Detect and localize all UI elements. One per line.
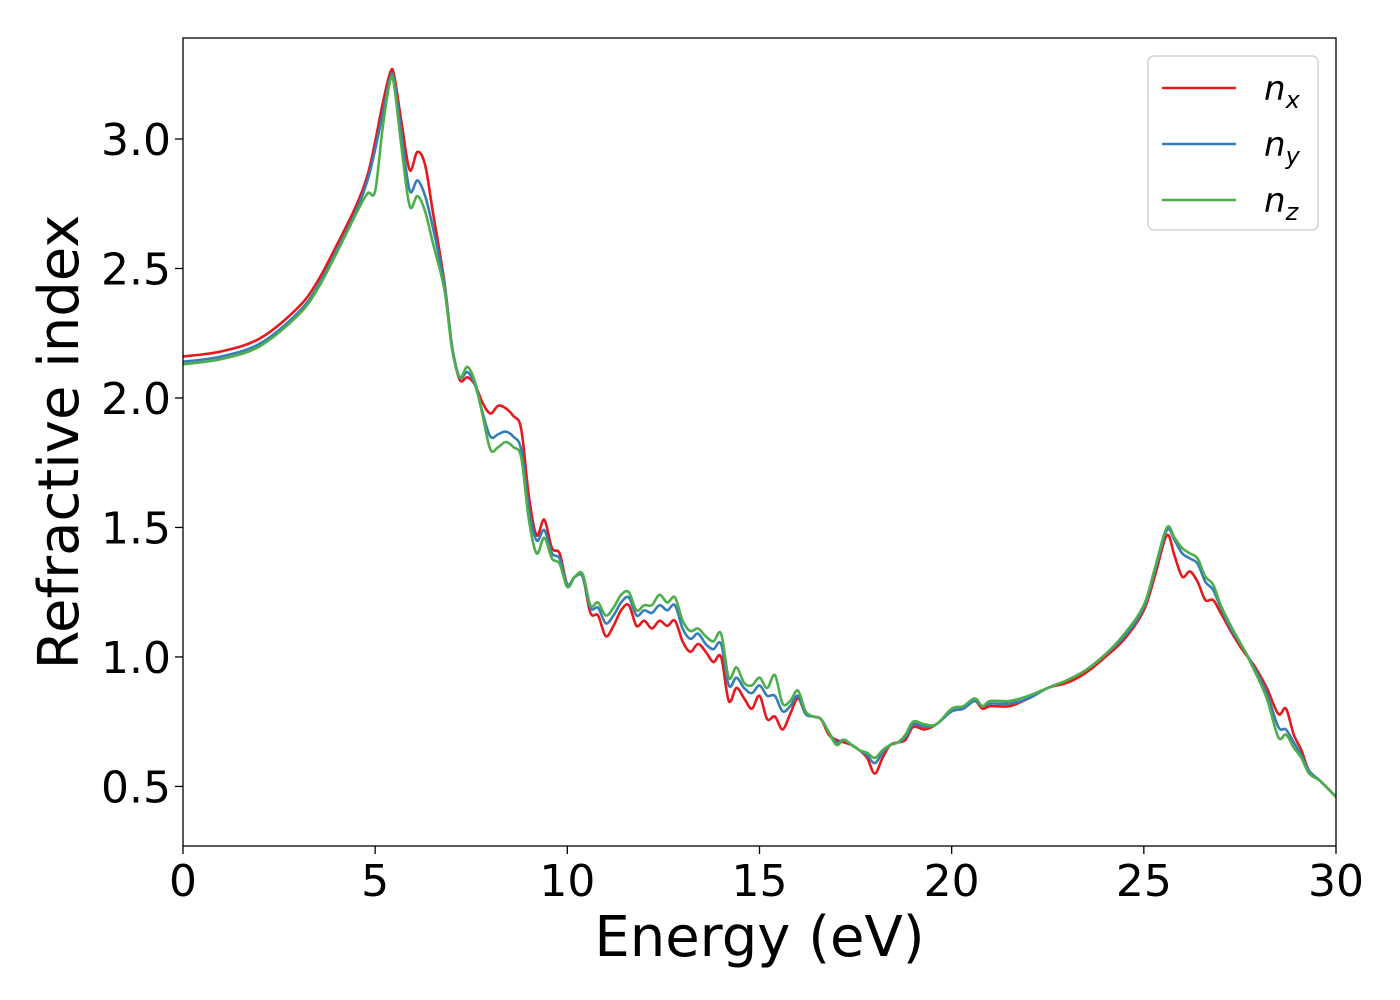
y-tick-label: 3.0 <box>101 115 171 166</box>
x-axis-title: Energy (eV) <box>594 905 924 970</box>
legend-label-base: n <box>1264 69 1286 109</box>
legend-label-nx: nx <box>1264 69 1301 114</box>
y-tick-label: 1.0 <box>101 633 171 684</box>
y-tick-label: 0.5 <box>101 762 171 813</box>
legend-label-nz: nz <box>1264 181 1300 226</box>
legend-label-subscript: z <box>1285 198 1300 226</box>
x-tick-label: 30 <box>1308 856 1364 907</box>
legend-label-base: n <box>1264 125 1286 165</box>
x-tick-label: 25 <box>1116 856 1172 907</box>
legend-label-ny: ny <box>1264 125 1301 170</box>
x-tick-label: 10 <box>539 856 595 907</box>
legend-label-base: n <box>1264 181 1286 221</box>
x-axis-ticks: 0 5 10 15 20 25 30 <box>169 846 1364 907</box>
legend-label-subscript: x <box>1285 86 1301 114</box>
x-tick-label: 15 <box>732 856 788 907</box>
y-tick-label: 1.5 <box>101 503 171 554</box>
y-axis-ticks: 0.5 1.0 1.5 2.0 2.5 3.0 <box>101 115 183 813</box>
y-tick-label: 2.5 <box>101 244 171 295</box>
y-axis-title: Refractive index <box>27 215 92 670</box>
x-tick-label: 0 <box>169 856 197 907</box>
legend-label-subscript: y <box>1285 142 1301 170</box>
x-tick-label: 5 <box>361 856 389 907</box>
x-tick-label: 20 <box>924 856 980 907</box>
y-tick-label: 2.0 <box>101 374 171 425</box>
series-layer <box>183 67 1336 799</box>
series-line-nz <box>183 74 1336 799</box>
